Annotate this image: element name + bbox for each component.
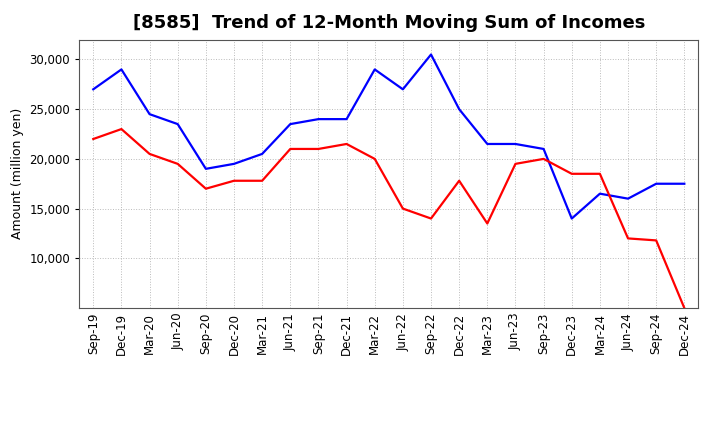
Net Income [511, 161, 520, 166]
Net Income [145, 151, 154, 157]
Net Income [258, 178, 266, 183]
Net Income [427, 216, 436, 221]
Ordinary Income [286, 121, 294, 127]
Net Income [342, 141, 351, 147]
Line: Ordinary Income: Ordinary Income [94, 55, 684, 219]
Ordinary Income [342, 117, 351, 122]
Ordinary Income [455, 106, 464, 112]
Ordinary Income [230, 161, 238, 166]
Net Income [370, 156, 379, 161]
Ordinary Income [89, 87, 98, 92]
Net Income [680, 305, 688, 311]
Ordinary Income [202, 166, 210, 172]
Net Income [117, 126, 126, 132]
Ordinary Income [314, 117, 323, 122]
Ordinary Income [483, 141, 492, 147]
Net Income [230, 178, 238, 183]
Net Income [455, 178, 464, 183]
Ordinary Income [258, 151, 266, 157]
Ordinary Income [117, 67, 126, 72]
Net Income [595, 171, 604, 176]
Ordinary Income [567, 216, 576, 221]
Line: Net Income: Net Income [94, 129, 684, 308]
Ordinary Income [652, 181, 660, 187]
Ordinary Income [680, 181, 688, 187]
Net Income [286, 147, 294, 152]
Net Income [624, 236, 632, 241]
Ordinary Income [370, 67, 379, 72]
Net Income [539, 156, 548, 161]
Ordinary Income [399, 87, 408, 92]
Ordinary Income [427, 52, 436, 57]
Net Income [567, 171, 576, 176]
Ordinary Income [174, 121, 182, 127]
Net Income [314, 147, 323, 152]
Net Income [174, 161, 182, 166]
Ordinary Income [145, 111, 154, 117]
Net Income [483, 221, 492, 226]
Y-axis label: Amount (million yen): Amount (million yen) [11, 108, 24, 239]
Net Income [202, 186, 210, 191]
Ordinary Income [624, 196, 632, 201]
Title: [8585]  Trend of 12-Month Moving Sum of Incomes: [8585] Trend of 12-Month Moving Sum of I… [132, 15, 645, 33]
Net Income [89, 136, 98, 142]
Ordinary Income [595, 191, 604, 196]
Net Income [399, 206, 408, 211]
Ordinary Income [539, 147, 548, 152]
Net Income [652, 238, 660, 243]
Ordinary Income [511, 141, 520, 147]
